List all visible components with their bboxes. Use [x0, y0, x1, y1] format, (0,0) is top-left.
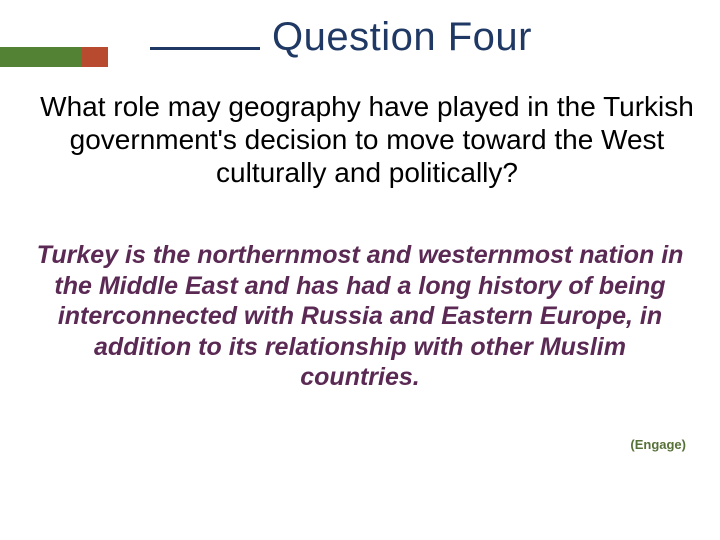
title-blank-underline: [150, 16, 260, 50]
slide-title: Question Four: [150, 15, 532, 60]
title-accent-bar: [0, 47, 105, 67]
question-text: What role may geography have played in t…: [32, 90, 702, 189]
engage-label: (Engage): [630, 437, 686, 452]
answer-text: Turkey is the northernmost and westernmo…: [36, 240, 684, 393]
accent-bar-green: [0, 47, 82, 67]
title-text: Question Four: [272, 15, 532, 59]
accent-bar-red: [82, 47, 108, 67]
